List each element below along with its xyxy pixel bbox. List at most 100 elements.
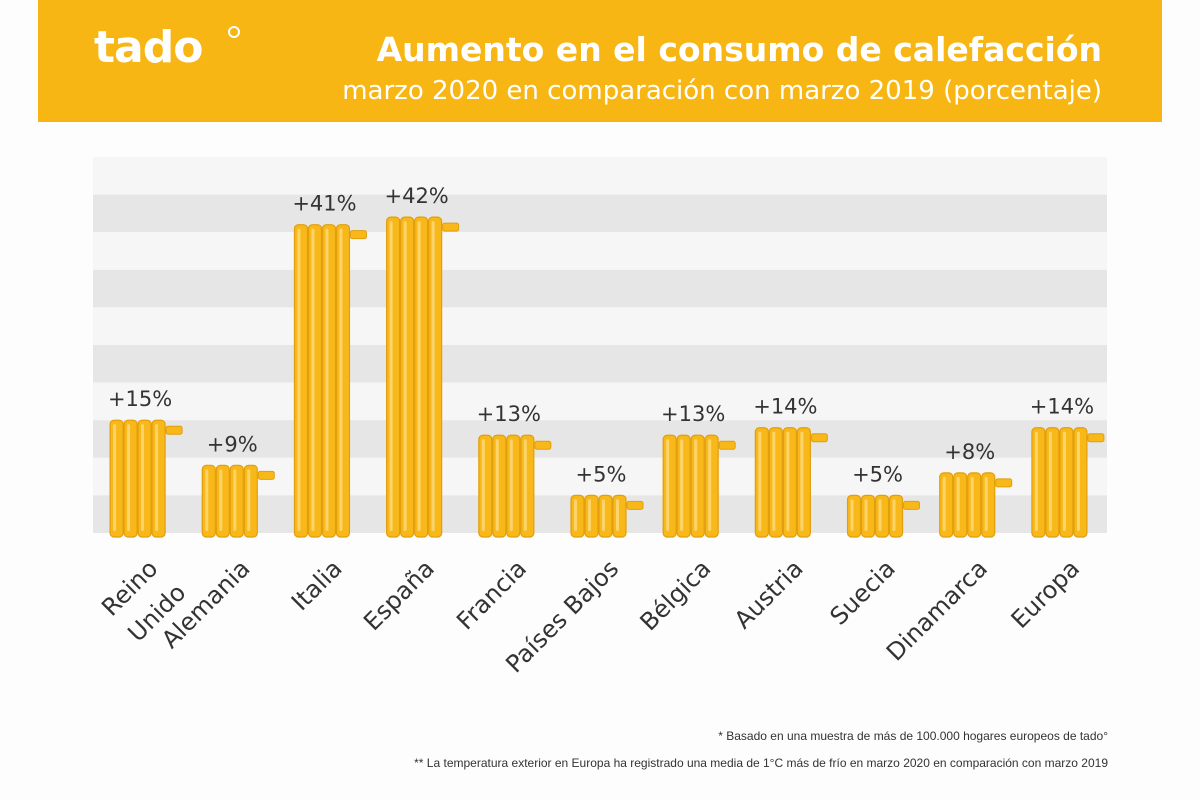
radiator-column-highlight [892,499,896,531]
radiator-column-highlight [1048,431,1052,531]
radiator-column-highlight [481,439,485,531]
bar [570,494,644,538]
data-label: +5% [852,462,903,486]
radiator-column [584,494,599,538]
radiator-column [321,224,337,538]
radiator-column [981,472,996,538]
radiator-column [846,494,862,538]
radiator-column [662,434,677,538]
radiator-column-highlight [219,469,223,531]
chart-title: Aumento en el consumo de calefacción [376,30,1102,69]
category-label: Francia [451,554,532,635]
bar [478,434,552,538]
radiator-column [243,464,258,538]
radiator-column [953,472,968,538]
radiator-valve [534,440,552,450]
radiator-column-highlight [509,439,513,531]
radiator-column [796,427,811,538]
radiator-column-highlight [417,221,421,531]
bar [939,472,1013,538]
bar [293,224,367,538]
radiator-column-highlight [956,476,960,531]
radiator-column [967,472,982,538]
radiator-column-highlight [786,431,790,531]
radiator-column-highlight [772,431,776,531]
radiator-column [307,224,323,538]
radiator-column [428,216,443,538]
radiator-column-highlight [864,499,868,531]
bar [846,494,921,538]
radiator-column [598,494,613,538]
radiator-column [137,419,152,538]
grid-band [93,420,1107,458]
radiator-column [612,494,627,538]
radiator-column-highlight [495,439,499,531]
radiator-column [1045,427,1060,538]
category-label: Bélgica [635,554,717,636]
radiator-column [520,434,535,538]
radiator-column-highlight [325,228,329,531]
category-label: Europa [1006,554,1085,633]
grid-band [93,157,1107,195]
data-label: +13% [661,402,725,426]
header-banner: tado Aumento en el consumo de calefacció… [38,0,1162,122]
tado-logo: tado [94,22,203,73]
radiator-column-highlight [850,499,854,531]
radiator-column-highlight [403,221,407,531]
grid-band [93,307,1107,345]
radiator-column-highlight [942,476,946,531]
radiator-valve [626,500,644,510]
radiator-column-highlight [155,424,159,531]
radiator-column-highlight [602,499,605,531]
radiator-column [1059,427,1074,538]
category-label: España [358,554,440,636]
radiator-valve [257,470,275,480]
radiator-column-highlight [247,469,251,531]
chart-subtitle: marzo 2020 en comparación con marzo 2019… [342,76,1102,106]
radiator-column [570,494,585,538]
radiator-column [690,434,705,538]
radiator-column [1031,427,1046,538]
radiator-column-highlight [694,439,698,531]
data-label: +14% [1030,395,1094,419]
radiator-column-highlight [984,476,988,531]
radiator-column [201,464,216,538]
radiator-column-highlight [311,228,315,531]
radiator-valve [165,425,183,435]
radiator-valve [995,478,1013,488]
radiator-column [782,427,797,538]
radiator-valve [903,500,921,510]
radiator-column [414,216,429,538]
data-label: +5% [576,462,627,486]
category-label: Italia [286,554,348,616]
radiator-column-highlight [878,499,882,531]
radiator-column [151,419,166,538]
radiator-column [229,464,244,538]
radiator-column [478,434,493,538]
radiator-column [386,216,401,538]
radiator-column [860,494,876,538]
radiator-column-highlight [389,221,393,531]
radiator-column [215,464,230,538]
bar [109,419,183,538]
radiator-column-highlight [339,228,343,531]
data-label: +14% [753,395,817,419]
grid-band [93,345,1107,383]
bar [386,216,460,538]
radiator-column [293,224,309,538]
radiator-column-highlight [1076,431,1080,531]
radiator-column-highlight [431,221,435,531]
radiator-column-highlight [1062,431,1066,531]
data-label: +13% [477,402,541,426]
logo-degree-icon [228,26,240,38]
radiator-column-highlight [113,424,117,531]
radiator-column [768,427,783,538]
radiator-column-highlight [708,439,712,531]
radiator-column-highlight [666,439,670,531]
radiator-column [400,216,415,538]
radiator-column [754,427,769,538]
radiator-column [335,224,351,538]
bar [201,464,275,538]
radiator-column-highlight [758,431,762,531]
